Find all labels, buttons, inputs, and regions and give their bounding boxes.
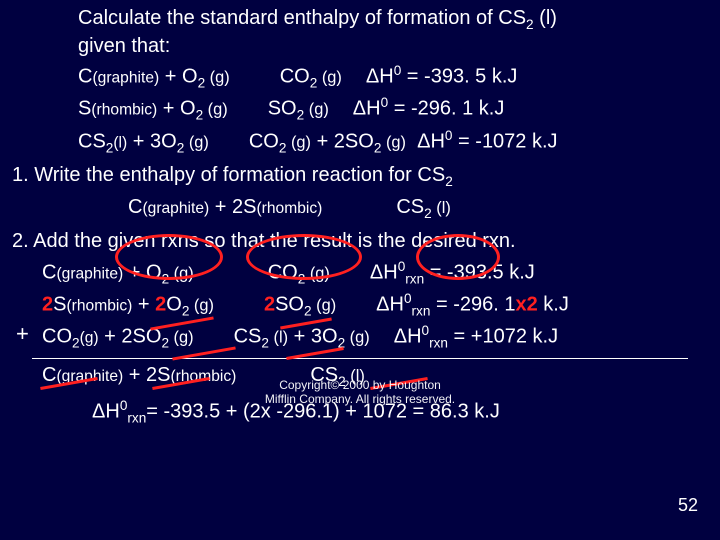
title-text: Calculate the standard enthalpy of forma… (78, 7, 526, 29)
sum-eq-3: CO2(g) + 2SO2 (g)CS2 (l) + 3O2 (g)ΔH0rxn… (42, 321, 712, 353)
step-1: 1. Write the enthalpy of formation react… (12, 164, 708, 189)
title: Calculate the standard enthalpy of forma… (78, 6, 712, 59)
final-answer: ΔH0rxn= -393.5 + (2x -296.1) + 1072 = 86… (92, 396, 712, 428)
divider (32, 358, 688, 359)
sum-eq-2: 2S(rhombic) + 2O2 (g)2SO2 (g)ΔH0rxn = -2… (42, 289, 712, 321)
step-2: 2. Add the given rxns so that the result… (12, 230, 708, 253)
formation-rxn: C(graphite) + 2S(rhombic)CS2 (l) (128, 193, 712, 224)
title-sub: 2 (526, 17, 534, 32)
title-state: (l) (534, 7, 557, 29)
plus-icon: + (16, 321, 29, 347)
given-eq-2: S(rhombic) + O2 (g)SO2 (g)ΔH0 = -296. 1 … (78, 93, 712, 125)
page-number: 52 (678, 495, 698, 516)
sum-eq-1: C(graphite) + O2 (g)CO2 (g)ΔH0rxn = -393… (42, 257, 712, 289)
given-eq-3: CS2(l) + 3O2 (g)CO2 (g) + 2SO2 (g) ΔH0 =… (78, 126, 712, 158)
title-line2: given that: (78, 35, 170, 57)
given-eq-1: C(graphite) + O2 (g)CO2 (g)ΔH0 = -393. 5… (78, 61, 712, 93)
